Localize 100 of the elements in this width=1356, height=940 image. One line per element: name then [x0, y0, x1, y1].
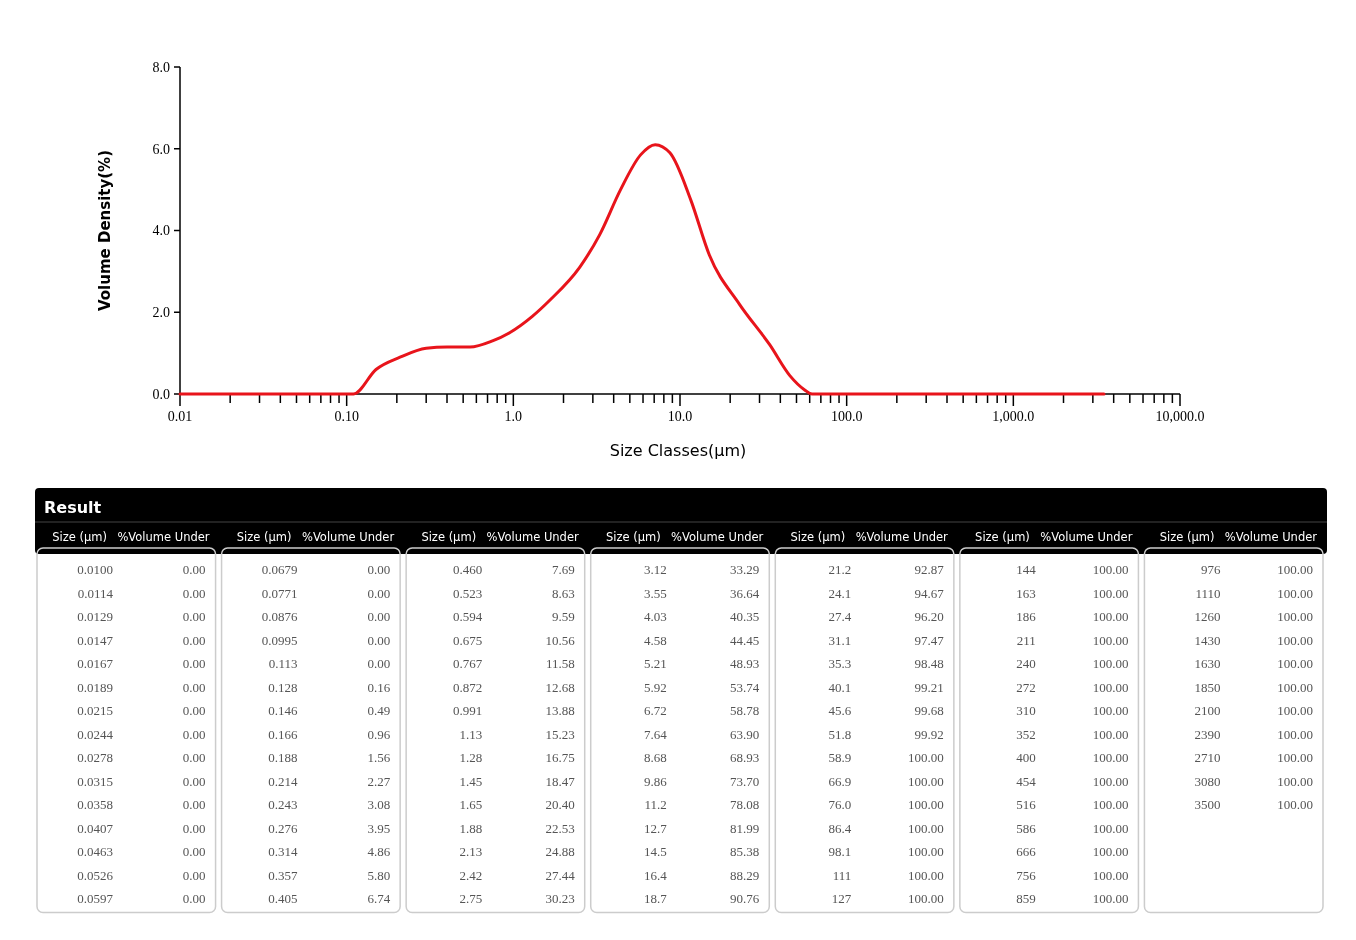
- category-label: 1.45: [459, 773, 483, 789]
- category-label: 2100: [1194, 703, 1221, 718]
- category-label: 40.1: [828, 679, 852, 695]
- text: 100.00: [1277, 632, 1313, 648]
- text: 15.23: [545, 726, 575, 742]
- text: 85.38: [730, 844, 760, 859]
- category-label: 12.7: [643, 820, 668, 836]
- category-label: 0.0244: [77, 726, 114, 742]
- category-label: 0.0995: [261, 632, 298, 648]
- category-label: 35.3: [828, 656, 852, 671]
- category-label: 86.4: [828, 820, 852, 836]
- text: 5.80: [367, 867, 391, 883]
- text: Size (μm): [975, 530, 1030, 544]
- category-label: 11.2: [644, 797, 667, 812]
- text: 100.00: [908, 797, 944, 812]
- category-label: 272: [1016, 679, 1036, 695]
- text: 0.00: [182, 891, 206, 906]
- text: 99.92: [914, 726, 944, 742]
- category-label: 0.0278: [77, 750, 113, 765]
- text: 0.00: [367, 585, 391, 601]
- category-label: 0.0771: [261, 585, 298, 601]
- text: 30.23: [545, 891, 575, 906]
- category-label: 3500: [1194, 797, 1221, 812]
- text: 100.00: [1092, 609, 1129, 624]
- category-label: 0.0679: [261, 562, 298, 577]
- y-tick-label: 2.0: [152, 305, 170, 321]
- text: 88.29: [730, 867, 760, 883]
- text: 53.74: [730, 679, 760, 695]
- text: 99.68: [914, 703, 944, 718]
- x-tick-label: 10,000.0: [1155, 409, 1205, 424]
- category-label: 45.6: [828, 703, 852, 718]
- text: %Volume Under: [855, 530, 948, 544]
- text: 13.88: [545, 703, 575, 718]
- text: 73.70: [730, 773, 760, 789]
- category-label: 3.55: [643, 585, 667, 601]
- text: 100.00: [908, 750, 944, 765]
- category-label: 0.872: [452, 679, 483, 695]
- text: 0.00: [367, 632, 391, 648]
- text: 96.20: [914, 609, 944, 624]
- x-tick-label: 10.0: [667, 409, 693, 424]
- category-label: 5.92: [643, 679, 667, 695]
- text: 100.00: [1277, 562, 1313, 577]
- category-label: 1850: [1194, 679, 1221, 695]
- text: Result: [44, 498, 102, 517]
- text: 100.00: [1092, 867, 1129, 883]
- category-label: 0.146: [268, 703, 299, 718]
- y-tick-label: 8.0: [152, 59, 170, 75]
- category-label: 0.0876: [261, 609, 299, 624]
- category-label: 859: [1016, 891, 1036, 906]
- category-label: 0.166: [268, 726, 299, 742]
- text: 16.75: [545, 750, 575, 765]
- text: 100.00: [1092, 703, 1129, 718]
- text: 81.99: [730, 820, 760, 836]
- category-label: 6.72: [643, 703, 667, 718]
- text: 3.95: [367, 820, 391, 836]
- text: 0.00: [182, 703, 206, 718]
- text: 44.45: [730, 632, 760, 648]
- text: 12.68: [545, 679, 575, 695]
- text: 100.00: [1277, 609, 1313, 624]
- category-label: 98.1: [828, 844, 852, 859]
- text: 0.49: [367, 703, 391, 718]
- category-label: 0.243: [268, 797, 298, 812]
- category-label: 0.0463: [77, 844, 113, 859]
- y-tick-label: 0.0: [152, 386, 170, 402]
- text: 10.56: [545, 632, 575, 648]
- text: 11.58: [545, 656, 575, 671]
- text: 100.00: [908, 844, 944, 859]
- text: %Volume Under: [117, 530, 210, 544]
- text: 40.35: [730, 609, 760, 624]
- text: 20.40: [545, 797, 575, 812]
- category-label: 4.58: [643, 632, 667, 648]
- category-label: 2.13: [459, 844, 483, 859]
- text: 100.00: [1277, 679, 1313, 695]
- category-label: 0.314: [268, 844, 299, 859]
- category-label: 0.113: [268, 656, 298, 671]
- text: 58.78: [730, 703, 760, 718]
- text: 90.76: [730, 891, 760, 906]
- text: 18.47: [545, 773, 575, 789]
- text: 100.00: [1277, 656, 1313, 671]
- text: 100.00: [1092, 844, 1129, 859]
- text: 94.67: [914, 585, 944, 601]
- category-label: 0.128: [268, 679, 298, 695]
- category-label: 352: [1016, 726, 1036, 742]
- text: 100.00: [908, 891, 944, 906]
- x-tick-label: 100.0: [830, 409, 863, 424]
- text: 100.00: [1092, 585, 1129, 601]
- category-label: 2390: [1194, 726, 1221, 742]
- text: Size (μm): [790, 530, 846, 544]
- text: 0.00: [367, 562, 391, 577]
- text: 0.00: [182, 609, 206, 624]
- category-label: 144: [1016, 562, 1037, 577]
- category-label: 2710: [1194, 750, 1221, 765]
- category-label: 0.0215: [77, 703, 113, 718]
- category-label: 0.523: [452, 585, 483, 601]
- category-label: 310: [1016, 703, 1036, 718]
- text: Size (μm): [605, 530, 661, 544]
- category-label: 1260: [1194, 609, 1221, 624]
- text: 78.08: [730, 797, 760, 812]
- text: 0.16: [367, 679, 391, 695]
- text: 100.00: [1092, 891, 1129, 906]
